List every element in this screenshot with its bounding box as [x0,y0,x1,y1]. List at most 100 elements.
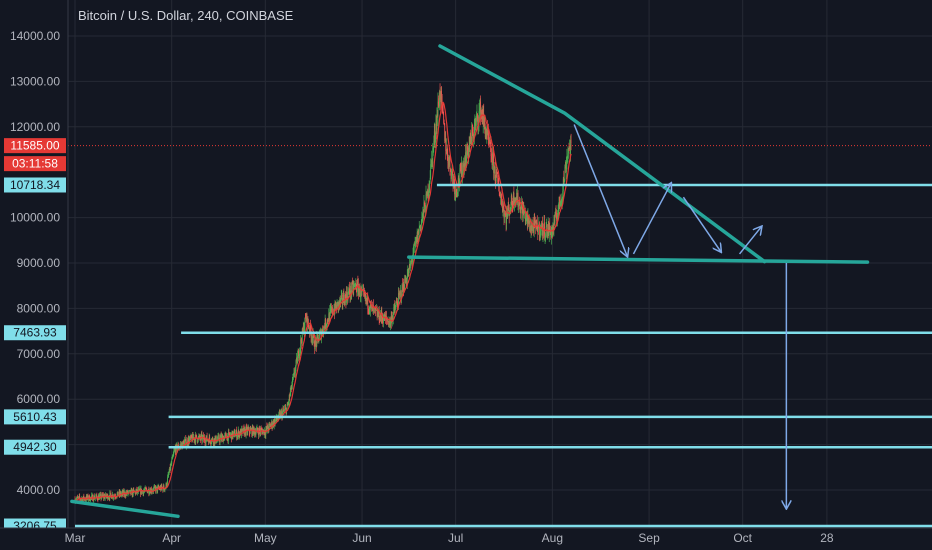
candle-body [556,216,557,219]
candle-body [312,338,314,341]
candle-body [510,195,512,209]
candle-body [517,192,518,203]
candle-body [86,495,88,499]
candle-body [510,208,512,211]
candle-body [368,309,370,312]
candle-body [292,377,294,379]
candle-body [472,132,474,140]
candle-body [423,202,425,214]
candle-body [389,318,391,325]
candle-body [368,310,370,312]
candle-body [134,491,136,494]
candle-body [302,329,304,332]
candle-body [323,326,325,328]
candle-body [243,427,245,429]
candle-body [464,162,465,172]
candle-body [273,421,275,426]
candle-body [105,493,107,497]
candle-body [506,210,507,224]
candle-body [334,302,336,314]
candle-body [332,307,333,314]
candle-body [270,424,271,427]
candle-body [440,90,442,103]
candle-body [468,145,470,150]
candle-body [171,456,173,460]
candle-body [182,441,184,443]
candle-body [225,434,227,435]
candle-body [200,434,202,436]
candle-body [433,140,435,148]
candle-body [468,145,470,157]
candle-body [381,317,383,319]
candle-body [120,492,122,496]
candle-body [445,151,447,154]
candle-body [515,198,516,203]
candle-body [307,317,308,327]
candle-body [455,186,457,191]
candle-body [328,313,330,322]
candle-body [102,495,104,497]
candle-body [450,171,452,179]
candle-body [211,438,213,440]
y-tick-label: 14000.00 [10,29,60,43]
candle-body [119,492,121,495]
candle-body [249,429,251,434]
candle-body [530,225,532,232]
candle-body [553,219,555,231]
candle-body [294,372,296,375]
candle-body [82,498,84,502]
candle-body [339,299,341,305]
candle-body [411,260,413,263]
candle-body [364,293,366,297]
candle-body [522,207,524,219]
candle-body [204,437,205,441]
candle-body [330,308,332,310]
candle-body [407,271,409,276]
candle-body [202,435,204,437]
candle-body [536,220,538,223]
candle-body [249,432,251,434]
candle-body [485,133,487,138]
candle-body [570,139,571,154]
candle-body [447,162,449,165]
candle-body [529,220,531,231]
candle-body [122,490,124,495]
candle-body [291,385,293,390]
trend-line-lower-wedge [70,499,180,519]
candles-group [74,83,572,504]
candle-body [310,323,311,331]
candle-body [309,323,311,332]
candle-body [493,155,494,173]
candle-body [253,427,255,430]
candle-body [492,152,494,156]
candle-body [296,357,297,361]
candle-body [206,435,208,441]
candle-body [167,477,168,484]
candle-body [153,487,155,489]
candle-body [321,329,323,334]
candle-body [525,213,527,219]
candle-body [326,325,328,327]
candle-body [166,483,168,487]
candle-body [138,488,140,490]
candle-body [302,326,304,332]
candle-body [240,429,242,436]
candle-body [467,151,469,157]
candle-body [405,280,407,284]
candle-body [437,101,439,117]
candle-body [202,436,203,441]
candle-body [537,229,539,235]
candle-body [477,116,479,125]
candle-body [375,307,376,311]
candle-body [464,162,466,169]
candle-body [298,356,300,359]
candle-body [331,307,333,311]
candle-body [174,448,176,453]
candle-body [443,123,445,125]
candle-body [133,489,135,491]
candle-body [556,218,558,221]
candle-body [393,306,395,308]
candle-body [388,321,389,326]
candle-body [220,435,222,440]
